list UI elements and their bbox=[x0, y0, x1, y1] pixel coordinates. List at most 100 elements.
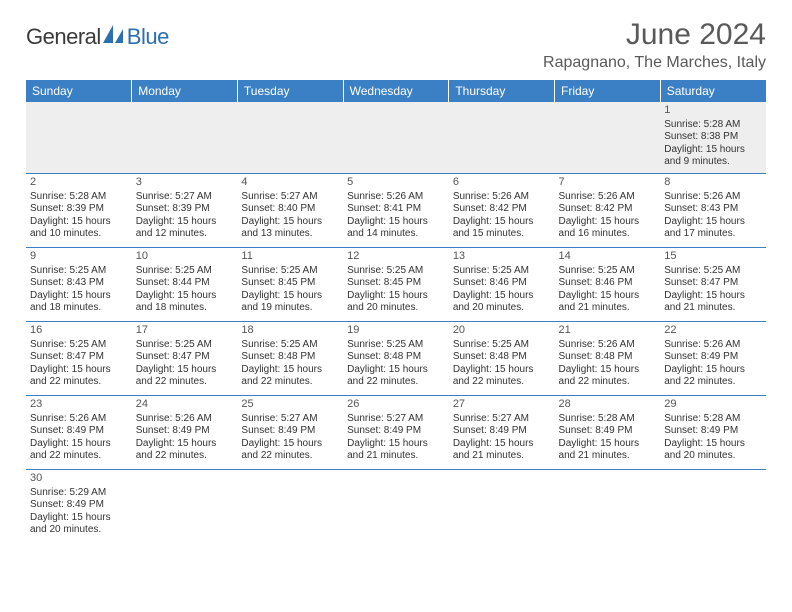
day-detail: Sunrise: 5:29 AM bbox=[30, 487, 128, 500]
calendar-cell bbox=[449, 102, 555, 173]
day-detail: and 18 minutes. bbox=[136, 302, 234, 315]
day-detail: Daylight: 15 hours bbox=[559, 438, 657, 451]
day-detail: Daylight: 15 hours bbox=[559, 216, 657, 229]
day-detail: Sunrise: 5:27 AM bbox=[453, 413, 551, 426]
calendar-row: 9Sunrise: 5:25 AMSunset: 8:43 PMDaylight… bbox=[26, 247, 766, 321]
calendar-cell bbox=[132, 469, 238, 543]
day-number: 10 bbox=[136, 250, 234, 264]
day-detail: Sunset: 8:44 PM bbox=[136, 277, 234, 290]
calendar-cell: 21Sunrise: 5:26 AMSunset: 8:48 PMDayligh… bbox=[555, 321, 661, 395]
day-number: 8 bbox=[664, 176, 762, 190]
day-number: 1 bbox=[664, 104, 762, 118]
calendar-cell: 10Sunrise: 5:25 AMSunset: 8:44 PMDayligh… bbox=[132, 247, 238, 321]
calendar-cell: 5Sunrise: 5:26 AMSunset: 8:41 PMDaylight… bbox=[343, 173, 449, 247]
day-detail: Sunrise: 5:27 AM bbox=[347, 413, 445, 426]
day-detail: Daylight: 15 hours bbox=[559, 364, 657, 377]
day-detail: Daylight: 15 hours bbox=[30, 364, 128, 377]
day-detail: Sunrise: 5:28 AM bbox=[30, 191, 128, 204]
calendar-row: 1Sunrise: 5:28 AMSunset: 8:38 PMDaylight… bbox=[26, 102, 766, 173]
day-detail: Sunrise: 5:27 AM bbox=[241, 191, 339, 204]
calendar-cell: 30Sunrise: 5:29 AMSunset: 8:49 PMDayligh… bbox=[26, 469, 132, 543]
day-detail: and 12 minutes. bbox=[136, 228, 234, 241]
day-detail: and 21 minutes. bbox=[453, 450, 551, 463]
logo-text-blue: Blue bbox=[127, 24, 169, 50]
day-detail: and 21 minutes. bbox=[559, 450, 657, 463]
calendar-cell: 16Sunrise: 5:25 AMSunset: 8:47 PMDayligh… bbox=[26, 321, 132, 395]
day-detail: Daylight: 15 hours bbox=[30, 512, 128, 525]
day-detail: Sunset: 8:48 PM bbox=[241, 351, 339, 364]
day-detail: Daylight: 15 hours bbox=[241, 216, 339, 229]
day-detail: Sunrise: 5:25 AM bbox=[241, 339, 339, 352]
day-number: 12 bbox=[347, 250, 445, 264]
day-detail: Sunrise: 5:26 AM bbox=[664, 339, 762, 352]
day-detail: Sunrise: 5:25 AM bbox=[347, 339, 445, 352]
day-detail: Daylight: 15 hours bbox=[453, 364, 551, 377]
day-detail: and 17 minutes. bbox=[664, 228, 762, 241]
day-detail: and 10 minutes. bbox=[30, 228, 128, 241]
day-detail: Sunrise: 5:26 AM bbox=[559, 191, 657, 204]
calendar-cell: 19Sunrise: 5:25 AMSunset: 8:48 PMDayligh… bbox=[343, 321, 449, 395]
day-detail: Daylight: 15 hours bbox=[30, 216, 128, 229]
calendar-cell: 9Sunrise: 5:25 AMSunset: 8:43 PMDaylight… bbox=[26, 247, 132, 321]
day-detail: and 14 minutes. bbox=[347, 228, 445, 241]
day-number: 6 bbox=[453, 176, 551, 190]
day-detail: Sunset: 8:49 PM bbox=[664, 351, 762, 364]
day-detail: Sunset: 8:49 PM bbox=[453, 425, 551, 438]
calendar-cell: 25Sunrise: 5:27 AMSunset: 8:49 PMDayligh… bbox=[237, 395, 343, 469]
calendar-cell: 24Sunrise: 5:26 AMSunset: 8:49 PMDayligh… bbox=[132, 395, 238, 469]
day-detail: Daylight: 15 hours bbox=[347, 364, 445, 377]
title-location: Rapagnano, The Marches, Italy bbox=[543, 54, 766, 72]
day-detail: Sunset: 8:46 PM bbox=[559, 277, 657, 290]
day-number: 15 bbox=[664, 250, 762, 264]
day-detail: Sunrise: 5:26 AM bbox=[136, 413, 234, 426]
weekday-header: Saturday bbox=[660, 80, 766, 102]
day-detail: Daylight: 15 hours bbox=[241, 364, 339, 377]
day-number: 26 bbox=[347, 398, 445, 412]
day-detail: Sunset: 8:49 PM bbox=[664, 425, 762, 438]
calendar-cell: 23Sunrise: 5:26 AMSunset: 8:49 PMDayligh… bbox=[26, 395, 132, 469]
day-detail: Sunrise: 5:25 AM bbox=[347, 265, 445, 278]
day-detail: Daylight: 15 hours bbox=[347, 438, 445, 451]
day-detail: Sunset: 8:48 PM bbox=[453, 351, 551, 364]
calendar-row: 23Sunrise: 5:26 AMSunset: 8:49 PMDayligh… bbox=[26, 395, 766, 469]
day-detail: Sunset: 8:40 PM bbox=[241, 203, 339, 216]
day-number: 27 bbox=[453, 398, 551, 412]
day-number: 24 bbox=[136, 398, 234, 412]
day-number: 5 bbox=[347, 176, 445, 190]
day-detail: and 21 minutes. bbox=[664, 302, 762, 315]
day-detail: Sunset: 8:49 PM bbox=[30, 499, 128, 512]
day-number: 22 bbox=[664, 324, 762, 338]
day-detail: and 22 minutes. bbox=[241, 450, 339, 463]
day-number: 20 bbox=[453, 324, 551, 338]
calendar-cell bbox=[343, 469, 449, 543]
calendar-cell bbox=[26, 102, 132, 173]
day-detail: Daylight: 15 hours bbox=[347, 216, 445, 229]
day-detail: and 22 minutes. bbox=[559, 376, 657, 389]
weekday-header: Wednesday bbox=[343, 80, 449, 102]
calendar-cell: 26Sunrise: 5:27 AMSunset: 8:49 PMDayligh… bbox=[343, 395, 449, 469]
calendar-cell: 12Sunrise: 5:25 AMSunset: 8:45 PMDayligh… bbox=[343, 247, 449, 321]
day-number: 16 bbox=[30, 324, 128, 338]
day-number: 18 bbox=[241, 324, 339, 338]
day-detail: and 22 minutes. bbox=[241, 376, 339, 389]
day-detail: Sunrise: 5:26 AM bbox=[453, 191, 551, 204]
day-detail: Sunrise: 5:25 AM bbox=[136, 265, 234, 278]
day-detail: Daylight: 15 hours bbox=[664, 438, 762, 451]
calendar-cell: 14Sunrise: 5:25 AMSunset: 8:46 PMDayligh… bbox=[555, 247, 661, 321]
calendar-cell: 22Sunrise: 5:26 AMSunset: 8:49 PMDayligh… bbox=[660, 321, 766, 395]
day-detail: Sunrise: 5:25 AM bbox=[30, 265, 128, 278]
calendar-cell: 20Sunrise: 5:25 AMSunset: 8:48 PMDayligh… bbox=[449, 321, 555, 395]
day-number: 13 bbox=[453, 250, 551, 264]
calendar-cell: 4Sunrise: 5:27 AMSunset: 8:40 PMDaylight… bbox=[237, 173, 343, 247]
weekday-header: Thursday bbox=[449, 80, 555, 102]
day-detail: and 13 minutes. bbox=[241, 228, 339, 241]
day-detail: and 21 minutes. bbox=[347, 450, 445, 463]
day-detail: Sunrise: 5:26 AM bbox=[664, 191, 762, 204]
day-detail: Sunrise: 5:25 AM bbox=[453, 265, 551, 278]
calendar-cell: 6Sunrise: 5:26 AMSunset: 8:42 PMDaylight… bbox=[449, 173, 555, 247]
day-detail: Sunrise: 5:26 AM bbox=[347, 191, 445, 204]
calendar-cell bbox=[449, 469, 555, 543]
weekday-header: Sunday bbox=[26, 80, 132, 102]
calendar-cell bbox=[555, 469, 661, 543]
day-detail: Sunset: 8:45 PM bbox=[347, 277, 445, 290]
